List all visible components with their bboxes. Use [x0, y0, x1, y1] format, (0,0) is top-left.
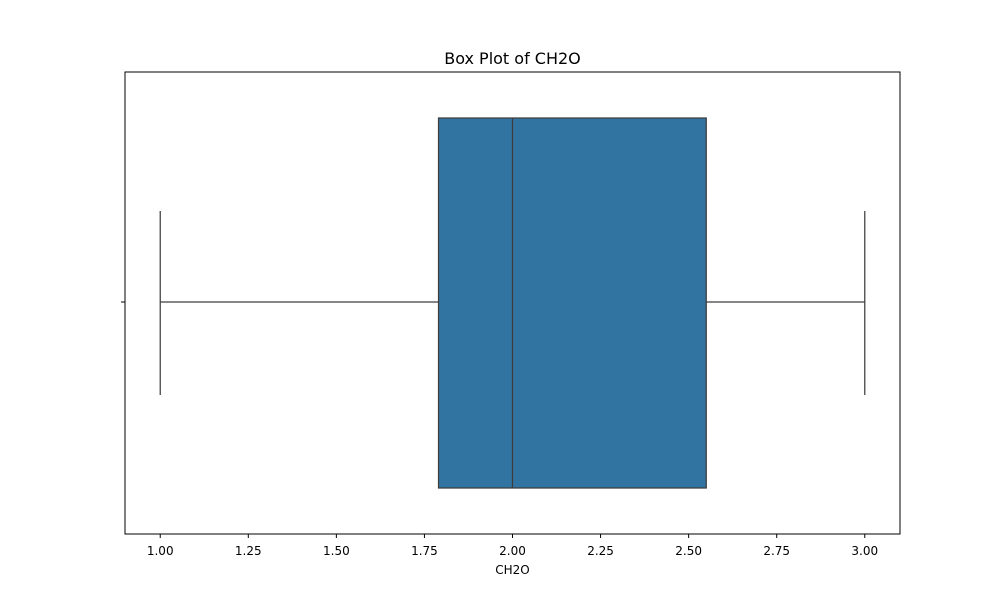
x-tick-label: 1.00	[147, 544, 174, 558]
x-tick-label: 2.00	[499, 544, 526, 558]
x-tick-label: 2.75	[763, 544, 790, 558]
chart-title: Box Plot of CH2O	[444, 49, 581, 68]
x-tick-label: 2.25	[587, 544, 614, 558]
x-tick-label: 2.50	[675, 544, 702, 558]
x-tick-label: 1.50	[323, 544, 350, 558]
x-tick-label: 3.00	[851, 544, 878, 558]
x-tick-label: 1.25	[235, 544, 262, 558]
x-tick-label: 1.75	[411, 544, 438, 558]
interquartile-box	[437, 117, 707, 489]
x-axis: 1.00 1.25 1.50 1.75 2.00 2.25 2.50 2.75 3.00	[147, 534, 878, 558]
box-plot-group	[159, 117, 866, 489]
x-axis-label: CH2O	[495, 563, 529, 577]
